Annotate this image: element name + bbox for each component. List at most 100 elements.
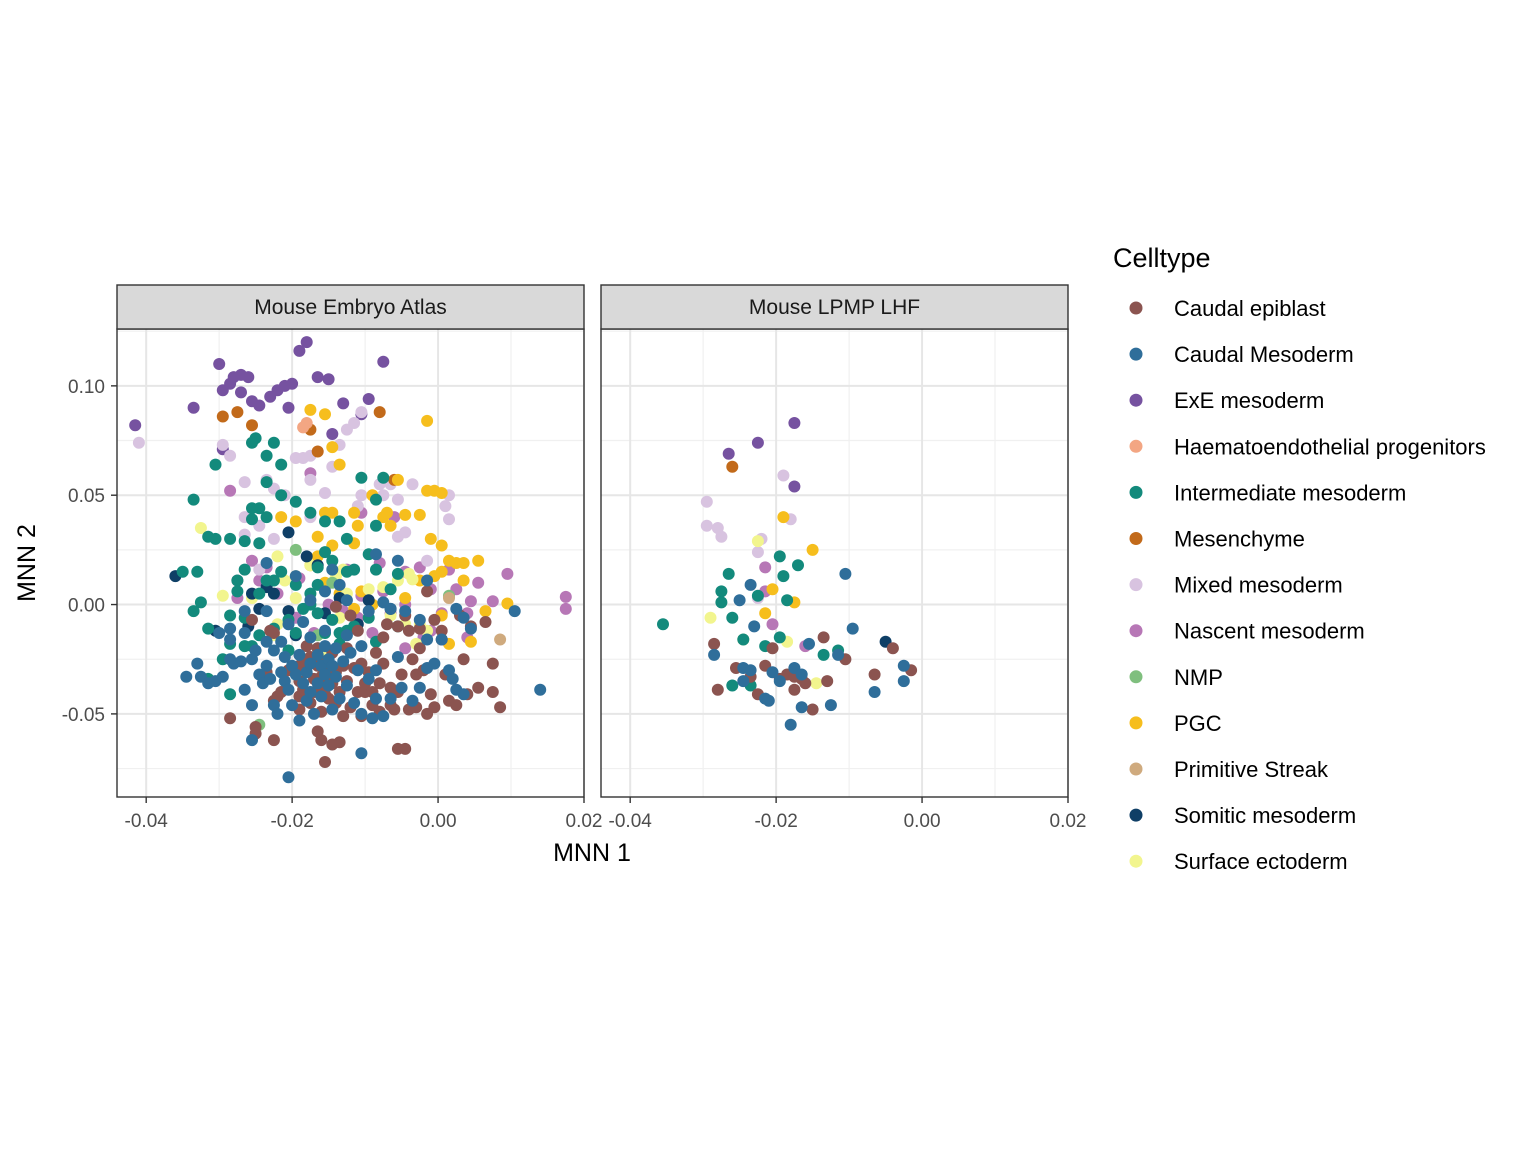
data-point (443, 513, 455, 526)
legend-label: Mixed mesoderm (1174, 573, 1343, 598)
data-point (278, 651, 291, 663)
legend-item: Somitic mesoderm (1129, 803, 1356, 828)
data-point (319, 506, 331, 519)
data-point (238, 683, 251, 696)
legend: Celltype Caudal epiblast Caudal Mesoderm E… (1113, 243, 1486, 874)
data-point (868, 686, 881, 698)
data-point (777, 469, 790, 482)
panel-1: Mouse Embryo Atlas -0.04 -0.02 0.00 0.02 -0.0… (62, 284, 602, 832)
data-point (839, 567, 852, 580)
data-point (235, 386, 247, 399)
data-point (384, 602, 397, 615)
data-point (788, 683, 801, 696)
data-point (260, 511, 273, 524)
data-point (381, 506, 393, 519)
data-point (282, 605, 295, 618)
data-point (224, 633, 237, 646)
data-point (355, 640, 368, 653)
data-point (486, 595, 499, 608)
legend-item: Mixed mesoderm (1129, 573, 1343, 598)
data-point (715, 530, 728, 543)
legend-label: NMP (1174, 665, 1223, 690)
data-point (326, 659, 339, 672)
legend-swatch (1129, 762, 1143, 776)
data-point (348, 697, 361, 709)
legend-swatch (1129, 485, 1143, 499)
data-point (286, 377, 299, 390)
data-point (209, 458, 222, 471)
legend-label: PGC (1174, 711, 1222, 736)
data-point (337, 655, 350, 668)
x-tick-label: -0.02 (754, 811, 797, 832)
data-point (267, 734, 280, 747)
data-point (282, 618, 295, 631)
data-point (366, 712, 379, 725)
legend-swatch (1129, 532, 1143, 545)
legend-item: ExE mesoderm (1129, 388, 1324, 413)
facet-strip-label: Mouse Embryo Atlas (254, 296, 447, 319)
data-point (191, 657, 204, 670)
data-point (249, 644, 262, 657)
data-point (282, 683, 295, 696)
data-point (457, 688, 470, 701)
data-point (464, 595, 477, 608)
data-point (788, 480, 801, 493)
data-point (370, 692, 382, 705)
data-point (311, 677, 324, 690)
data-point (264, 672, 277, 685)
data-point (810, 677, 823, 690)
data-point (319, 515, 331, 528)
data-point (759, 561, 772, 574)
data-point (479, 616, 492, 628)
data-point (391, 651, 404, 663)
data-point (708, 637, 721, 650)
data-point (351, 664, 364, 677)
data-point (657, 618, 669, 631)
data-point (340, 594, 353, 607)
data-point (377, 631, 390, 644)
data-point (333, 692, 346, 705)
data-point (457, 653, 470, 666)
data-point (187, 401, 200, 414)
data-point (370, 493, 382, 506)
data-point (534, 683, 547, 696)
data-point (402, 567, 415, 580)
data-point (406, 478, 419, 491)
data-point (762, 694, 775, 707)
data-point (886, 642, 899, 655)
legend-label: Somitic mesoderm (1174, 803, 1356, 828)
data-point (362, 393, 375, 405)
data-point (319, 756, 331, 768)
data-point (457, 574, 470, 587)
data-point (209, 532, 222, 545)
data-point (472, 681, 485, 694)
data-point (304, 686, 317, 698)
data-point (737, 675, 750, 688)
data-point (191, 565, 204, 578)
data-point (315, 734, 328, 747)
legend-label: Caudal epiblast (1174, 296, 1326, 321)
data-point (238, 476, 251, 489)
data-point (260, 476, 273, 489)
y-tick-label: 0.05 (68, 486, 105, 507)
data-point (362, 605, 375, 618)
data-point (733, 594, 746, 607)
data-point (224, 622, 237, 635)
data-point (377, 355, 390, 368)
data-point (213, 358, 226, 370)
data-point (781, 594, 794, 607)
legend-item: Primitive Streak (1129, 757, 1329, 782)
data-point (795, 668, 808, 681)
data-point (180, 670, 193, 683)
data-point (326, 563, 339, 576)
data-point (435, 624, 448, 637)
data-point (304, 506, 317, 519)
data-point (351, 624, 364, 637)
data-point (362, 594, 375, 607)
data-point (773, 631, 786, 644)
data-point (216, 410, 229, 423)
data-point (216, 670, 229, 683)
data-point (246, 513, 258, 526)
legend-swatch (1129, 347, 1143, 361)
facet-strip-label: Mouse LPMP LHF (749, 296, 920, 319)
